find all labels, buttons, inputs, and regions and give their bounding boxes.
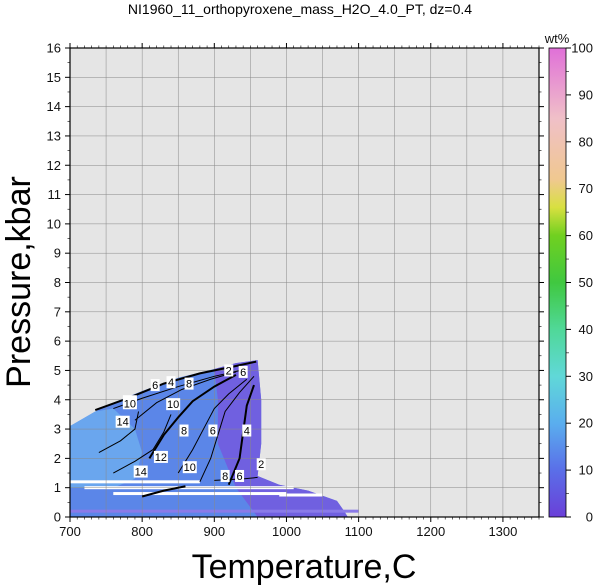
contour-label-bg-10	[208, 424, 218, 437]
x-tick-label-6: 1300	[488, 524, 517, 539]
contour-label-10: 6	[210, 426, 216, 438]
contour-label-bg-9	[179, 424, 189, 437]
contour-label-5: 10	[167, 399, 179, 411]
contour-label-bg-4	[184, 377, 194, 390]
colorbar-tick-label-5: 50	[579, 275, 593, 290]
contour-label-4: 8	[186, 379, 192, 391]
y-tick-label-10: 10	[47, 216, 61, 231]
contour-label-14: 14	[135, 467, 147, 479]
contour-label-9: 8	[181, 426, 187, 438]
field-low-zone	[214, 360, 348, 517]
y-tick-label-8: 8	[54, 275, 61, 290]
contour-label-bg-16	[235, 469, 245, 482]
y-tick-label-12: 12	[47, 158, 61, 173]
contour-label-16: 6	[236, 471, 242, 483]
colorbar-ticks: 0 10 20 30 40 50 60 70 80 90 100	[566, 41, 593, 525]
contour-label-2: 6	[152, 380, 158, 392]
colorbar-tick-label-2: 20	[579, 416, 593, 431]
x-tick-label-0: 700	[59, 524, 81, 539]
colorbar-label: wt%	[544, 31, 570, 46]
contour-label-bg-11	[242, 424, 252, 437]
contour-label-bg-2	[150, 379, 160, 392]
contour-labels: 2664810121014864121014862	[115, 364, 266, 483]
contour-label-bg-17	[256, 458, 266, 471]
contour-label-bg-15	[220, 469, 230, 482]
contour-line-8	[98, 411, 140, 453]
contour-line-7	[113, 414, 172, 474]
colorbar-tick-label-7: 70	[579, 181, 593, 196]
contour-label-bg-12	[153, 450, 168, 463]
y-tick-label-9: 9	[54, 246, 61, 261]
contour-label-3: 4	[168, 377, 174, 389]
contour-line-5	[199, 375, 255, 483]
contour-line-0	[94, 360, 257, 411]
colorbar-tick-label-4: 40	[579, 322, 593, 337]
colorbar-tick-label-0: 0	[586, 510, 593, 525]
colorbar	[548, 47, 567, 518]
colorbar-tick-label-9: 90	[579, 87, 593, 102]
x-tick-label-2: 900	[203, 524, 225, 539]
contour-label-bg-13	[182, 461, 197, 474]
y-tick-label-3: 3	[54, 422, 61, 437]
field-gap-2	[70, 480, 200, 484]
y-tick-label-2: 2	[54, 451, 61, 466]
contour-label-1: 6	[240, 367, 246, 379]
x-tick-label-3: 1000	[272, 524, 301, 539]
x-tick-label-5: 1200	[416, 524, 445, 539]
x-axis-title: Temperature,C	[192, 548, 417, 586]
field-gap-3	[279, 493, 323, 497]
y-tick-label-11: 11	[48, 187, 62, 202]
y-tick-label-4: 4	[54, 392, 61, 407]
contour-label-bg-7	[122, 397, 137, 410]
contour-label-17: 2	[258, 459, 264, 471]
chart-title: NI1960_11_orthopyroxene_mass_H2O_4.0_PT,…	[128, 1, 472, 17]
contour-label-0: 2	[226, 365, 232, 377]
y-tick-label-16: 16	[47, 41, 61, 56]
y-tick-label-6: 6	[54, 334, 61, 349]
y-tick-label-0: 0	[54, 510, 61, 525]
contour-line-3	[148, 373, 237, 459]
contour-label-bg-1	[238, 365, 248, 378]
y-tick-label-14: 14	[47, 99, 61, 114]
contour-label-bg-3	[166, 376, 176, 389]
x-tick-label-1: 800	[131, 524, 153, 539]
axis-ticks: 700 800 900 1000 1100 1200 1300012345678910111…	[47, 41, 544, 539]
colorbar-tick-label-8: 80	[579, 134, 593, 149]
contour-label-13: 10	[184, 462, 196, 474]
contour-label-bg-14	[133, 465, 148, 478]
contour-label-15: 8	[222, 471, 228, 483]
contour-label-12: 12	[155, 452, 167, 464]
x-tick-label-4: 1100	[345, 524, 373, 539]
field-gap-1	[113, 492, 287, 496]
y-tick-label-5: 5	[54, 363, 61, 378]
contour-line-9	[141, 485, 186, 498]
contour-label-8: 14	[117, 417, 129, 429]
y-axis-title: Pressure,kbar	[0, 176, 38, 388]
contour-line-4	[177, 378, 248, 474]
contour-label-7: 10	[124, 398, 136, 410]
y-tick-label-15: 15	[47, 70, 61, 85]
colorbar-tick-label-10: 100	[571, 41, 593, 56]
contour-label-bg-0	[224, 364, 234, 377]
y-tick-label-1: 1	[54, 480, 61, 495]
colorbar-tick-label-6: 60	[579, 228, 593, 243]
contour-line-2	[134, 371, 237, 421]
colorbar-tick-label-3: 30	[579, 369, 593, 384]
y-tick-label-7: 7	[54, 304, 61, 319]
colorbar-tick-label-1: 10	[579, 463, 593, 478]
contour-label-11: 4	[244, 426, 250, 438]
contour-label-bg-8	[115, 415, 130, 428]
contour-label-bg-5	[166, 398, 181, 411]
y-tick-label-13: 13	[47, 128, 61, 143]
